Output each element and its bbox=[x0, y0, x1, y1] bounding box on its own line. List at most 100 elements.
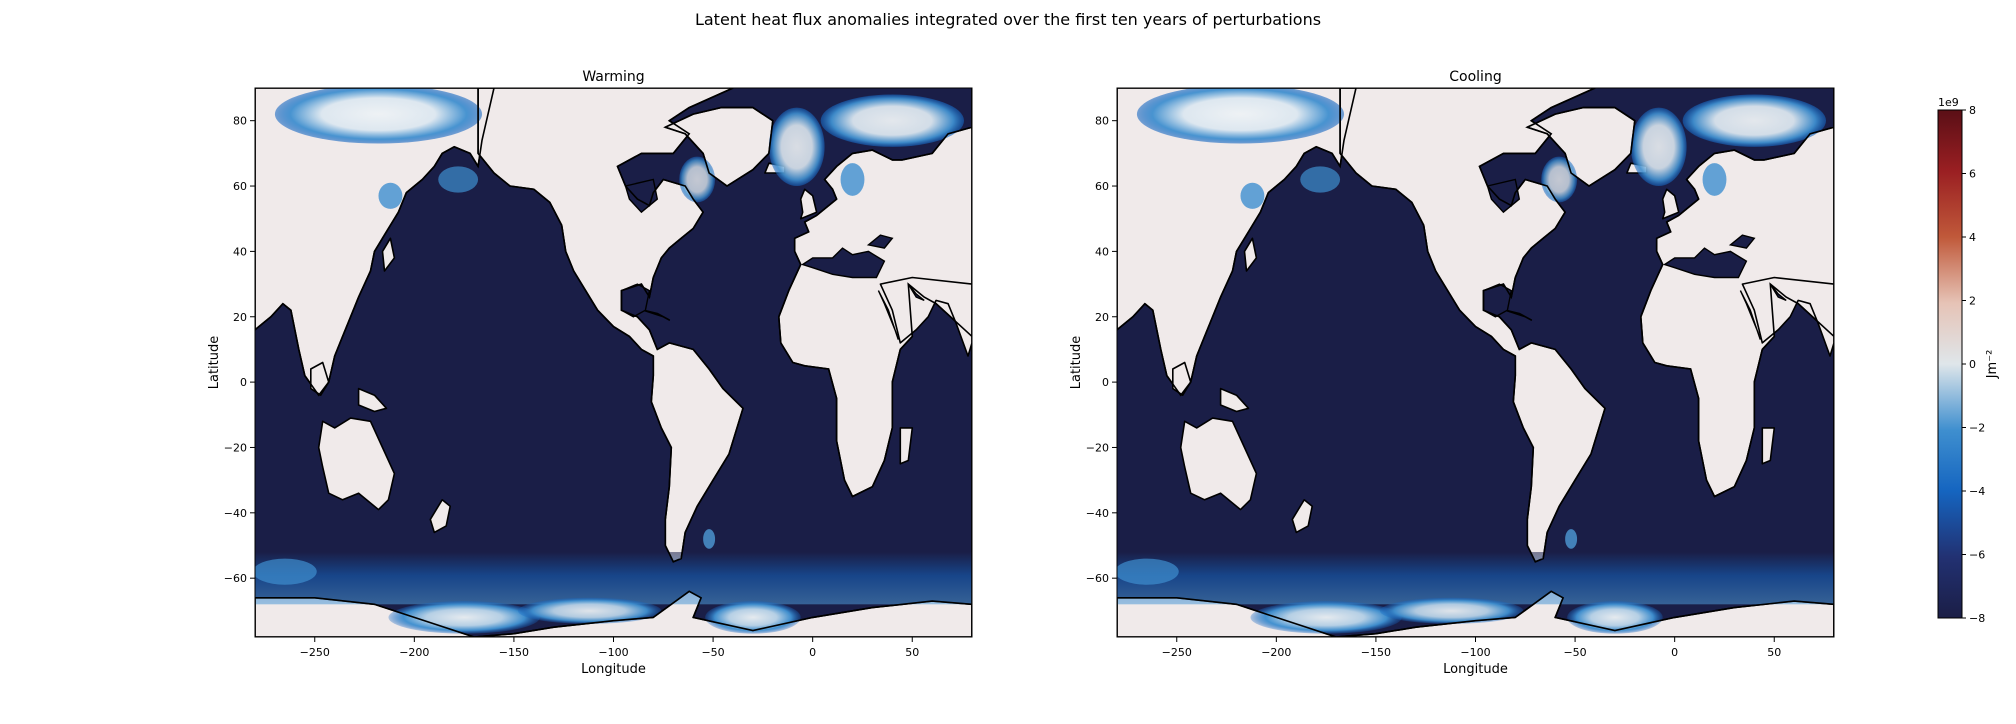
colorbar-label: Jm⁻² bbox=[1985, 350, 2000, 380]
land-arabia-india bbox=[879, 276, 972, 357]
land-antarctica-coastline bbox=[1117, 590, 1834, 637]
x-tick-label: −50 bbox=[701, 646, 724, 659]
y-tick-label: −20 bbox=[1086, 441, 1109, 454]
x-tick-label: −250 bbox=[1162, 646, 1192, 659]
y-tick-label: 60 bbox=[1095, 180, 1109, 193]
map-panel-cooling: −250 −200 −150 −100 −50 0 50−60−40−20020406080… bbox=[1069, 69, 1835, 677]
x-tick-label: 0 bbox=[809, 646, 816, 659]
x-tick-label: −100 bbox=[598, 646, 628, 659]
anomaly-indian-sector bbox=[1117, 558, 1179, 585]
x-tick-label: −50 bbox=[1563, 646, 1586, 659]
y-tick-label: −60 bbox=[1086, 572, 1109, 585]
y-tick-label: 20 bbox=[1095, 311, 1109, 324]
y-tick-label: 0 bbox=[1102, 376, 1109, 389]
x-tick-label: −200 bbox=[399, 646, 429, 659]
sea-mediterranean bbox=[1663, 247, 1748, 279]
anomaly-bering-sea bbox=[1300, 166, 1341, 193]
land-asia-west-coastline bbox=[1117, 88, 1357, 397]
land-new-guinea bbox=[357, 387, 388, 413]
map-panel-warming: −250 −200 −150 −100 −50 0 50−60−40−20020406080… bbox=[207, 69, 973, 677]
y-tick-label: 80 bbox=[1095, 115, 1109, 128]
x-tick-label: −150 bbox=[499, 646, 529, 659]
colorbar: 1e9 −8 −6 −4 −2 0 2 4 6 8 Jm⁻² bbox=[1937, 96, 2000, 625]
land-greenland-coastline bbox=[663, 106, 774, 187]
anomaly-arctic-siberia bbox=[274, 88, 483, 144]
sea-red bbox=[877, 290, 899, 340]
land-europe-africa-coastline bbox=[777, 88, 972, 637]
colorbar-tick-label: 2 bbox=[1969, 295, 1976, 308]
panel-title: Cooling bbox=[1449, 69, 1501, 85]
land-uk bbox=[1661, 188, 1680, 220]
x-tick-label: 50 bbox=[905, 646, 919, 659]
land-japan bbox=[1243, 237, 1258, 272]
y-tick-label: −40 bbox=[224, 507, 247, 520]
map-panels: −250 −200 −150 −100 −50 0 50−60−40−20020406080… bbox=[207, 69, 1835, 677]
colorbar-ticks: −8 −6 −4 −2 0 2 4 6 8 bbox=[1962, 104, 1985, 625]
colorbar-tick-label: −4 bbox=[1969, 485, 1985, 498]
y-tick-label: −20 bbox=[224, 441, 247, 454]
anomaly-baltic bbox=[840, 163, 865, 196]
land-new-zealand bbox=[429, 499, 451, 534]
anomaly-weddell-sea bbox=[705, 601, 801, 634]
land-caribbean bbox=[1504, 309, 1533, 321]
colorbar-tick-label: 8 bbox=[1969, 104, 1976, 117]
sea-black bbox=[866, 234, 894, 249]
land-australia bbox=[317, 417, 396, 511]
land-caribbean bbox=[642, 309, 671, 321]
anomaly-drake-passage bbox=[703, 529, 716, 549]
land-uk bbox=[799, 188, 818, 220]
anomaly-okhotsk bbox=[378, 182, 403, 209]
land-japan bbox=[381, 237, 396, 272]
x-tick-label: −200 bbox=[1261, 646, 1291, 659]
colorbar-tick-label: −6 bbox=[1969, 549, 1985, 562]
colorbar-tick-label: 0 bbox=[1969, 358, 1976, 371]
x-tick-label: −250 bbox=[300, 646, 330, 659]
y-tick-label: 0 bbox=[240, 376, 247, 389]
land-madagascar bbox=[899, 427, 914, 465]
anomaly-arctic-siberia bbox=[1136, 88, 1345, 144]
map-field bbox=[255, 88, 972, 637]
sea-persian-gulf bbox=[1769, 283, 1787, 302]
x-axis-label: Longitude bbox=[581, 662, 646, 677]
anomaly-okhotsk bbox=[1240, 182, 1265, 209]
y-tick-label: −60 bbox=[224, 572, 247, 585]
panel-title: Warming bbox=[582, 69, 644, 85]
anomaly-barents-sea bbox=[820, 94, 965, 147]
anomaly-nordic-seas bbox=[1630, 107, 1687, 187]
anomaly-amundsen-sea bbox=[1379, 597, 1524, 624]
anomaly-barents-sea bbox=[1682, 94, 1827, 147]
colorbar-tick-label: −2 bbox=[1969, 422, 1985, 435]
y-axis-label: Latitude bbox=[1069, 336, 1084, 390]
y-tick-label: 80 bbox=[233, 115, 247, 128]
colorbar-gradient bbox=[1937, 109, 1963, 619]
land-americas-coastline bbox=[477, 88, 744, 563]
x-tick-label: 0 bbox=[1671, 646, 1678, 659]
land-australia bbox=[1179, 417, 1258, 511]
x-tick-label: −100 bbox=[1460, 646, 1490, 659]
land-europe-africa-coastline bbox=[1639, 88, 1834, 637]
sea-mediterranean bbox=[801, 247, 886, 279]
x-tick-label: 50 bbox=[1767, 646, 1781, 659]
anomaly-amundsen-sea bbox=[517, 597, 662, 624]
colorbar-tick-label: 4 bbox=[1969, 231, 1976, 244]
figure-suptitle: Latent heat flux anomalies integrated ov… bbox=[695, 10, 1321, 29]
anomaly-bering-sea bbox=[438, 166, 479, 193]
anomaly-indian-sector bbox=[255, 558, 317, 585]
anomaly-ross-sea bbox=[388, 601, 540, 634]
land-americas-coastline bbox=[1339, 88, 1606, 563]
land-madagascar bbox=[1761, 427, 1776, 465]
colorbar-exponent: 1e9 bbox=[1938, 96, 1959, 109]
land-asia-west-coastline bbox=[255, 88, 495, 397]
land-greenland-coastline bbox=[1525, 106, 1636, 187]
land-new-zealand bbox=[1291, 499, 1313, 534]
anomaly-nordic-seas bbox=[768, 107, 825, 187]
colorbar-tick-label: −8 bbox=[1969, 612, 1985, 625]
anomaly-southern-ocean-band bbox=[255, 552, 972, 605]
colorbar-tick-label: 6 bbox=[1969, 168, 1976, 181]
anomaly-drake-passage bbox=[1565, 529, 1578, 549]
y-tick-label: 40 bbox=[233, 245, 247, 258]
anomaly-labrador-sea bbox=[679, 156, 716, 203]
